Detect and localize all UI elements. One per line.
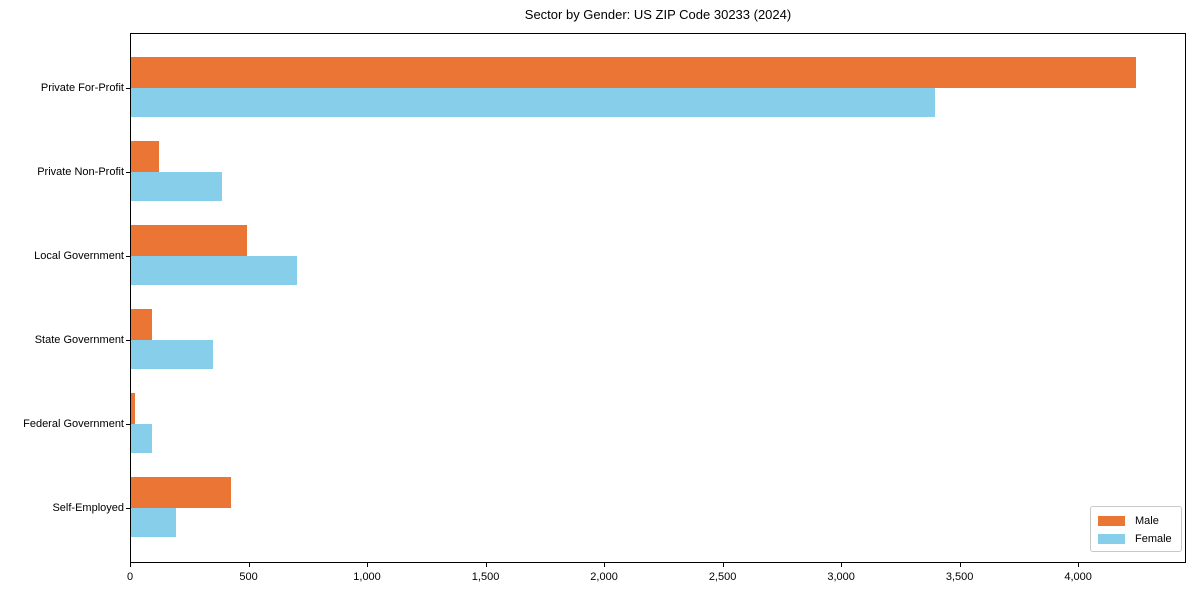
- x-axis-tick: [248, 563, 250, 567]
- y-axis-tick: [126, 256, 130, 257]
- x-axis-tick-label: 1,000: [353, 571, 381, 583]
- bar-female-1: [131, 88, 935, 117]
- y-axis-tick: [126, 340, 130, 341]
- plot-area: [130, 33, 1186, 563]
- legend: Male Female: [1090, 506, 1182, 552]
- bar-female-6: [131, 508, 176, 537]
- x-axis-tick-label: 3,500: [945, 571, 974, 583]
- legend-swatch-male: [1098, 516, 1125, 526]
- x-axis-tick: [130, 563, 131, 567]
- bar-female-5: [131, 424, 152, 453]
- bar-female-2: [131, 172, 222, 201]
- bar-male-6: [131, 477, 231, 508]
- bar-male-3: [131, 225, 247, 256]
- x-axis-tick: [485, 563, 487, 567]
- x-axis-tick-label: 4,000: [1064, 571, 1092, 583]
- bar-male-5: [131, 393, 135, 424]
- bar-female-3: [131, 256, 297, 285]
- x-axis-tick-label: 3,000: [827, 571, 855, 583]
- x-axis-tick-label: 1,500: [471, 571, 500, 583]
- y-axis-tick: [126, 88, 130, 89]
- x-axis-tick-label: 500: [239, 571, 258, 583]
- bar-female-4: [131, 340, 213, 369]
- legend-swatch-female: [1098, 534, 1125, 544]
- x-axis-tick: [367, 563, 369, 567]
- legend-label: Female: [1135, 532, 1172, 545]
- x-axis-tick-label: 0: [126, 571, 134, 583]
- y-axis-category-label: State Government: [34, 334, 124, 346]
- x-axis-tick: [841, 563, 843, 567]
- x-axis-tick-label: 2,500: [708, 571, 737, 583]
- bar-male-4: [131, 309, 152, 340]
- chart-title: Sector by Gender: US ZIP Code 30233 (202…: [524, 7, 792, 22]
- bar-male-1: [131, 57, 1136, 88]
- y-axis-tick: [126, 508, 130, 509]
- legend-label: Male: [1135, 514, 1159, 527]
- y-axis-category-label: Local Government: [34, 250, 124, 262]
- y-axis-category-label: Federal Government: [23, 418, 124, 430]
- bar-male-2: [131, 141, 159, 172]
- y-axis-category-label: Private Non-Profit: [37, 166, 124, 178]
- x-axis-tick: [1078, 563, 1080, 567]
- x-axis-tick: [604, 563, 606, 567]
- legend-item: Female: [1098, 530, 1181, 548]
- x-axis-tick: [722, 563, 724, 567]
- y-axis-tick: [126, 424, 130, 425]
- x-axis-tick-label: 2,000: [590, 571, 618, 583]
- y-axis-tick: [126, 172, 130, 173]
- x-axis-tick: [959, 563, 961, 567]
- y-axis-category-label: Private For-Profit: [40, 82, 124, 94]
- y-axis-category-label: Self-Employed: [52, 502, 124, 514]
- legend-item: Male: [1098, 512, 1181, 530]
